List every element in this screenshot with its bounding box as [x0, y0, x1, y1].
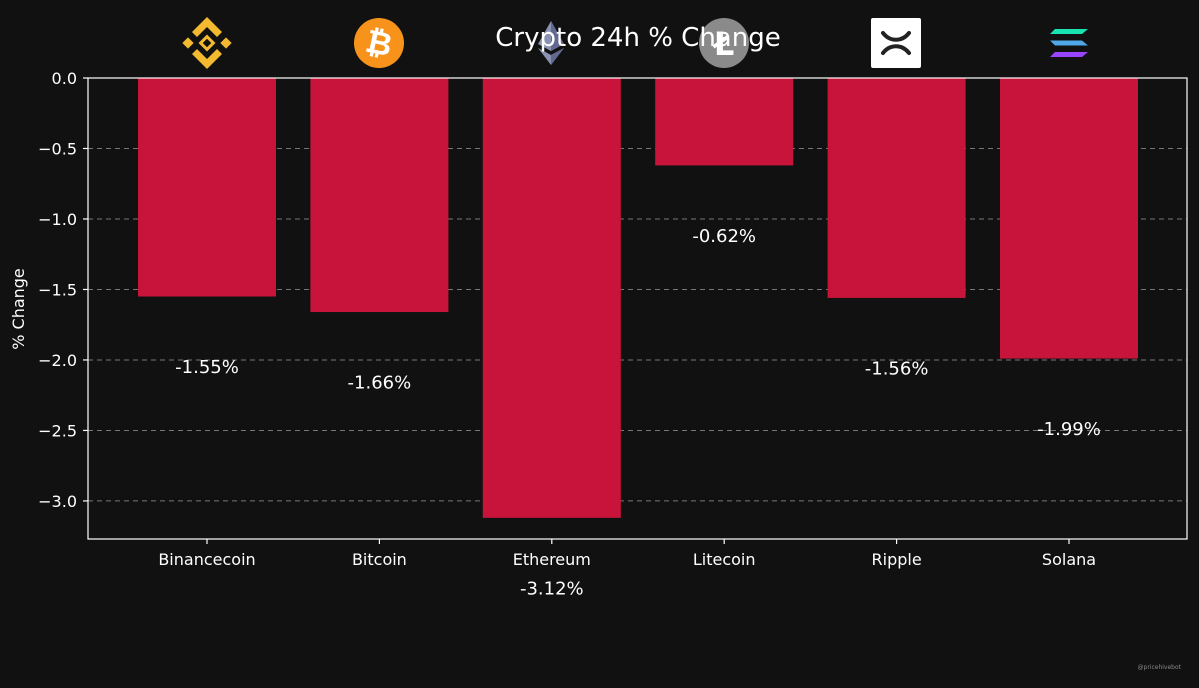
svg-text:Ł: Ł [712, 25, 735, 63]
bar-solana [1000, 78, 1138, 359]
x-tick-label: Bitcoin [352, 550, 407, 569]
value-label: -0.62% [692, 226, 756, 247]
bar-litecoin [655, 78, 794, 166]
ethereum-icon [538, 21, 564, 65]
y-tick-label: −1.5 [38, 280, 77, 299]
bar-ripple [827, 78, 966, 298]
value-label: -3.12% [520, 578, 584, 599]
watermark: @pricehivebot [1138, 664, 1182, 671]
y-tick-label: −2.5 [38, 421, 77, 440]
value-label: -1.66% [348, 373, 412, 394]
bitcoin-icon: ₿ [354, 18, 404, 68]
bar-ethereum [482, 78, 621, 518]
value-label: -1.56% [865, 358, 929, 379]
y-axis-label: % Change [9, 268, 28, 350]
y-tick-label: 0.0 [52, 69, 77, 88]
ripple-icon [871, 18, 921, 68]
value-labels: -1.55% -1.66% -3.12% -0.62% -1.56% -1.99% [175, 226, 1101, 599]
x-tick-label: Ethereum [513, 550, 591, 569]
chart-title: Crypto 24h % Change [495, 23, 780, 53]
value-label: -1.55% [175, 357, 239, 378]
y-axis-ticks: 0.0 −0.5 −1.0 −1.5 −2.0 −2.5 −3.0 [38, 69, 88, 511]
y-tick-label: −3.0 [38, 492, 77, 511]
x-tick-label: Litecoin [693, 550, 756, 569]
x-tick-label: Binancecoin [158, 550, 255, 569]
solana-icon [1050, 29, 1088, 57]
y-tick-label: −1.0 [38, 210, 77, 229]
litecoin-icon: Ł [699, 18, 749, 68]
y-tick-label: −0.5 [38, 139, 77, 158]
value-label: -1.99% [1037, 419, 1101, 440]
bar-binancecoin [138, 78, 276, 297]
bars [138, 78, 1138, 518]
x-tick-label: Solana [1042, 550, 1096, 569]
x-axis-ticks: Binancecoin Bitcoin Ethereum Litecoin Ripple… [158, 539, 1096, 569]
bar-bitcoin [310, 78, 449, 313]
y-tick-label: −2.0 [38, 351, 77, 370]
plot-frame [87, 77, 1188, 540]
x-tick-label: Ripple [872, 550, 922, 569]
